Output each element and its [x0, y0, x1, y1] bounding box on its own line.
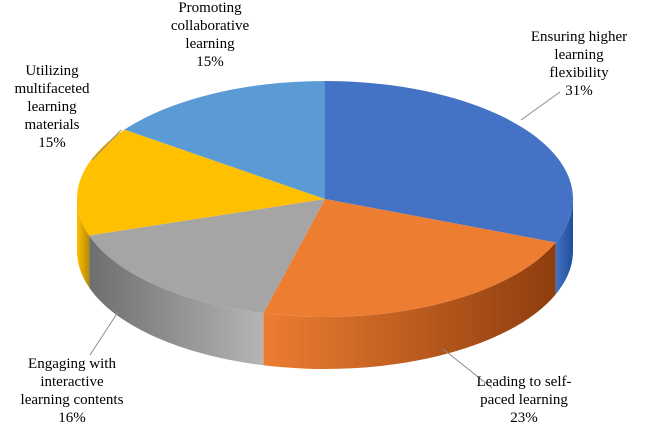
data-label-promoting-collaborative-learning: Promoting collaborative learning 15%: [171, 0, 250, 70]
data-label-line: materials: [25, 117, 80, 133]
data-label-line: interactive: [40, 374, 104, 390]
data-label-line: Promoting: [178, 0, 242, 16]
data-label-line: learning: [27, 99, 77, 115]
pie-side-utilizing-multifaceted-learning-materials: [77, 199, 90, 288]
data-label-line: multifaceted: [15, 81, 90, 97]
data-label-ensuring-higher-learning-flexibility: Ensuring higher learning flexibility 31%: [531, 29, 627, 99]
data-label-line: learning contents: [21, 392, 124, 408]
data-label-engaging-with-interactive-learning-contents: Engaging with interactive learning content…: [21, 356, 124, 426]
pie-slice-promoting-collaborative-learning: [124, 81, 325, 199]
leader-line-ensuring-higher-learning-flexibility: [520, 91, 561, 121]
leader-line-layer: [89, 91, 561, 389]
data-label-value: 15%: [196, 54, 224, 70]
data-label-value: 16%: [58, 410, 86, 426]
data-label-line: Engaging with: [28, 356, 116, 372]
leader-line-utilizing-multifaceted-learning-materials: [91, 129, 122, 161]
data-label-line: flexibility: [549, 65, 609, 81]
pie-top-layer: [76, 81, 574, 317]
leader-line-engaging-with-interactive-learning-contents: [89, 311, 119, 356]
pie-side-leading-to-self-paced-learning: [263, 242, 556, 369]
data-label-leading-to-self-paced-learning: Leading to self-paced learning 23%: [477, 374, 572, 426]
data-label-value: 31%: [565, 83, 593, 99]
pie-slice-utilizing-multifaceted-learning-materials: [76, 129, 325, 236]
data-label-line: learning: [554, 47, 604, 63]
data-label-line: Ensuring higher: [531, 29, 627, 45]
data-label-line: Leading to self-: [477, 374, 572, 390]
data-label-layer: Ensuring higher learning flexibility 31% Lea…: [15, 0, 628, 426]
pie-side-layer: [77, 199, 573, 369]
pie-slice-leading-to-self-paced-learning: [263, 199, 556, 317]
data-label-line: Utilizing: [25, 63, 79, 79]
data-label-line: collaborative: [171, 18, 250, 34]
pie-side-ensuring-higher-learning-flexibility: [555, 199, 573, 295]
pie-slice-ensuring-higher-learning-flexibility: [325, 81, 574, 243]
pie-side-engaging-with-interactive-learning-contents: [89, 235, 264, 366]
pie-slice-engaging-with-interactive-learning-contents: [89, 199, 325, 314]
data-label-line: learning: [185, 36, 235, 52]
leader-line-leading-to-self-paced-learning: [442, 348, 493, 389]
data-label-line: paced learning: [480, 392, 568, 408]
data-label-value: 15%: [38, 135, 66, 151]
data-label-value: 23%: [510, 410, 538, 426]
data-label-utilizing-multifaceted-learning-materials: Utilizing multifaceted learning materials 15…: [15, 63, 90, 151]
